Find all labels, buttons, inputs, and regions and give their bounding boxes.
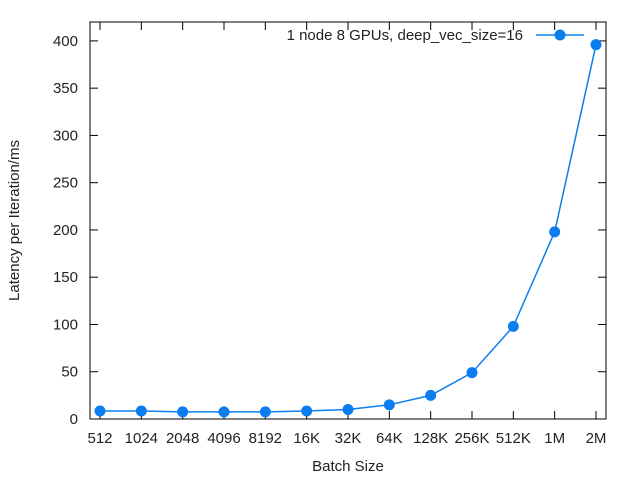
x-tick-label: 16K (293, 430, 320, 447)
data-point (177, 406, 189, 418)
y-tick-label: 200 (53, 222, 78, 239)
data-point (425, 389, 437, 401)
x-tick-label: 512 (87, 430, 112, 447)
x-tick-label: 64K (376, 430, 403, 447)
y-tick-label: 100 (53, 316, 78, 333)
data-point (301, 405, 313, 417)
y-axis-label: Latency per Iteration/ms (6, 140, 23, 301)
data-point (259, 406, 271, 418)
series-line (100, 44, 597, 413)
y-tick-label: 250 (53, 175, 78, 192)
x-tick-label: 4096 (207, 430, 240, 447)
legend-label: 1 node 8 GPUs, deep_vec_size=16 (287, 27, 523, 44)
y-tick-label: 300 (53, 127, 78, 144)
x-tick-label: 128K (413, 430, 448, 447)
y-tick-label: 350 (53, 80, 78, 97)
data-point (549, 226, 561, 238)
legend: 1 node 8 GPUs, deep_vec_size=16 (287, 27, 584, 44)
x-tick-label: 512K (496, 430, 531, 447)
data-point (383, 399, 395, 411)
x-tick-label: 8192 (249, 430, 282, 447)
x-tick-label: 256K (454, 430, 489, 447)
tick-layer: 0 50 100 150 200 250 300 350 400 512 1024 2048 4096 8… (53, 22, 606, 447)
y-tick-label: 150 (53, 269, 78, 286)
legend-marker (554, 29, 566, 41)
plot-frame (89, 21, 607, 420)
series-layer (94, 39, 602, 418)
x-tick-label: 32K (335, 430, 362, 447)
data-point (590, 39, 602, 51)
y-tick-label: 0 (70, 411, 78, 428)
x-axis-label: Batch Size (312, 458, 384, 475)
x-tick-label: 1M (544, 430, 565, 447)
data-point (94, 405, 106, 417)
data-point (466, 367, 478, 379)
data-point (135, 405, 147, 417)
x-tick-label: 2048 (166, 430, 199, 447)
y-tick-label: 400 (53, 33, 78, 50)
y-tick-label: 50 (61, 364, 78, 381)
x-tick-label: 1024 (125, 430, 158, 447)
data-point (342, 404, 354, 416)
x-tick-label: 2M (586, 430, 607, 447)
data-point (507, 320, 519, 332)
data-point (218, 406, 230, 418)
